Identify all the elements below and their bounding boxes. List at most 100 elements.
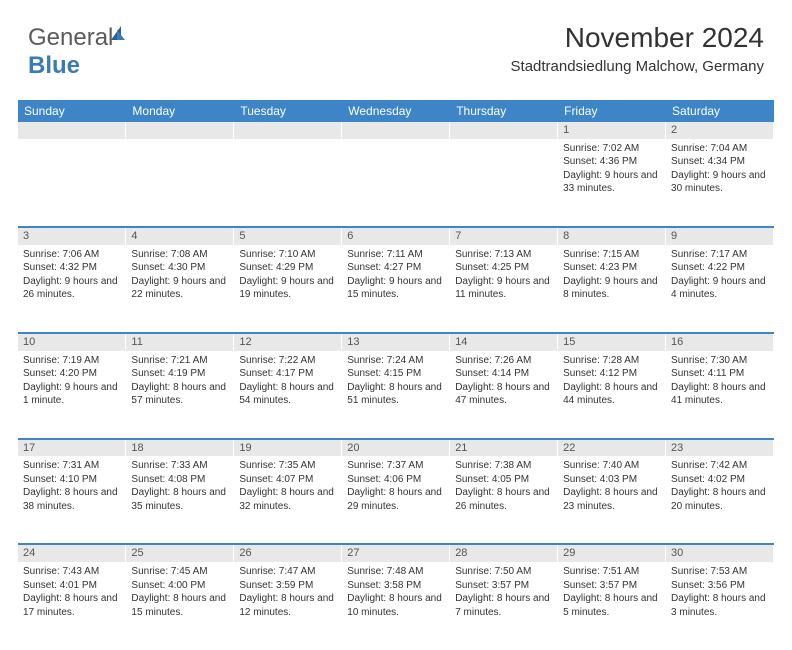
sun-info-line: Sunset: 4:06 PM [347,473,444,487]
day-cell: Sunrise: 7:17 AMSunset: 4:22 PMDaylight:… [666,245,774,333]
sun-info-line: Sunset: 4:05 PM [455,473,552,487]
day-number: 23 [666,439,774,457]
day-cell: Sunrise: 7:37 AMSunset: 4:06 PMDaylight:… [342,456,450,544]
sun-info-line: Daylight: 9 hours and 8 minutes. [563,275,660,302]
day-cell: Sunrise: 7:04 AMSunset: 4:34 PMDaylight:… [666,139,774,227]
sun-info-line: Sunrise: 7:04 AM [671,142,768,156]
logo-text-1: General [28,24,113,51]
sun-info-line: Sunrise: 7:35 AM [239,459,336,473]
page-title: November 2024 [511,22,764,54]
sun-info-line: Daylight: 9 hours and 4 minutes. [671,275,768,302]
logo-text-2: Blue [28,52,80,79]
sun-info-line: Sunrise: 7:13 AM [455,248,552,262]
col-friday: Friday [558,100,666,122]
day-cell: Sunrise: 7:50 AMSunset: 3:57 PMDaylight:… [450,562,558,650]
col-monday: Monday [126,100,234,122]
day-cell: Sunrise: 7:28 AMSunset: 4:12 PMDaylight:… [558,351,666,439]
day-content-row: Sunrise: 7:31 AMSunset: 4:10 PM Daylight:… [18,456,774,544]
sun-info-line: Sunrise: 7:43 AM [23,565,120,579]
sun-info-line: Daylight: 8 hours and 32 minutes. [239,486,336,513]
sun-info-line: Daylight: 9 hours and 19 minutes. [239,275,336,302]
day-cell: Sunrise: 7:26 AMSunset: 4:14 PMDaylight:… [450,351,558,439]
sun-info-line: Sunset: 4:22 PM [671,261,768,275]
sun-info-line: Sunrise: 7:19 AM [23,354,120,368]
sun-info-line: Sunrise: 7:30 AM [671,354,768,368]
day-number [126,122,234,139]
sun-info-line: Daylight: 9 hours and 1 minute. [23,381,120,408]
sun-info-line: Sunrise: 7:02 AM [563,142,660,156]
day-number: 27 [342,544,450,562]
sun-info-line: Daylight: 9 hours and 11 minutes. [455,275,552,302]
sun-info-line: Sunrise: 7:17 AM [671,248,768,262]
sun-info-line: Daylight: 8 hours and 57 minutes. [131,381,228,408]
sun-info-line: Daylight: 8 hours and 51 minutes. [347,381,444,408]
sun-info-line: Sunset: 4:12 PM [563,367,660,381]
sun-info-line: Sunrise: 7:06 AM [23,248,120,262]
sun-info-line: Sunrise: 7:37 AM [347,459,444,473]
sun-info-line: Daylight: 8 hours and 23 minutes. [563,486,660,513]
day-number: 24 [18,544,126,562]
col-sunday: Sunday [18,100,126,122]
day-number: 3 [18,227,126,245]
sun-info-line: Daylight: 9 hours and 33 minutes. [563,169,660,196]
sun-info-line: Sunrise: 7:15 AM [563,248,660,262]
sun-info-line: Sunrise: 7:26 AM [455,354,552,368]
sun-info-line: Daylight: 8 hours and 17 minutes. [23,592,120,619]
day-number: 18 [126,439,234,457]
location-label: Stadtrandsiedlung Malchow, Germany [511,58,764,75]
day-cell: Sunrise: 7:08 AMSunset: 4:30 PMDaylight:… [126,245,234,333]
day-number: 1 [558,122,666,139]
day-number: 26 [234,544,342,562]
sun-info-line: Daylight: 8 hours and 54 minutes. [239,381,336,408]
day-cell: Sunrise: 7:48 AMSunset: 3:58 PMDaylight:… [342,562,450,650]
day-number: 29 [558,544,666,562]
day-cell: Sunrise: 7:42 AMSunset: 4:02 PMDaylight:… [666,456,774,544]
day-cell: Sunrise: 7:38 AMSunset: 4:05 PMDaylight:… [450,456,558,544]
day-cell: Sunrise: 7:19 AMSunset: 4:20 PMDaylight:… [18,351,126,439]
day-cell: Sunrise: 7:47 AMSunset: 3:59 PMDaylight:… [234,562,342,650]
sun-info-line: Sunrise: 7:22 AM [239,354,336,368]
sun-info-line: Daylight: 8 hours and 10 minutes. [347,592,444,619]
logo: General Blue [28,24,125,80]
day-number: 25 [126,544,234,562]
day-cell: Sunrise: 7:22 AMSunset: 4:17 PMDaylight:… [234,351,342,439]
day-number: 22 [558,439,666,457]
day-content-row: Sunrise: 7:43 AMSunset: 4:01 PMDaylight:… [18,562,774,650]
day-number: 15 [558,333,666,351]
sun-info-line: Sunset: 4:10 PM [23,473,120,487]
sun-info-line: Sunrise: 7:31 AM [23,459,120,473]
day-cell: Sunrise: 7:02 AMSunset: 4:36 PMDaylight:… [558,139,666,227]
day-number: 14 [450,333,558,351]
sun-info-line: Sunrise: 7:51 AM [563,565,660,579]
day-cell: Sunrise: 7:45 AMSunset: 4:00 PMDaylight:… [126,562,234,650]
day-cell: Sunrise: 7:15 AMSunset: 4:23 PMDaylight:… [558,245,666,333]
sun-info-line: Daylight: 9 hours and 15 minutes. [347,275,444,302]
sun-info-line: Sunrise: 7:48 AM [347,565,444,579]
sun-info-line: Daylight: 8 hours and 29 minutes. [347,486,444,513]
sun-info-line: Sunset: 3:58 PM [347,579,444,593]
sun-info-line: Sunrise: 7:47 AM [239,565,336,579]
sun-info-line: Sunset: 4:08 PM [131,473,228,487]
sun-info-line: Sunset: 4:32 PM [23,261,120,275]
sun-info-line: Sunset: 3:59 PM [239,579,336,593]
day-number: 4 [126,227,234,245]
day-cell: Sunrise: 7:43 AMSunset: 4:01 PMDaylight:… [18,562,126,650]
sun-info-line: Sunrise: 7:24 AM [347,354,444,368]
sun-info-line: Sunrise: 7:28 AM [563,354,660,368]
sun-info-line: Sunset: 4:07 PM [239,473,336,487]
day-number: 21 [450,439,558,457]
day-content-row: Sunrise: 7:02 AMSunset: 4:36 PMDaylight:… [18,139,774,227]
day-number: 16 [666,333,774,351]
daynum-row: 17181920212223 [18,439,774,457]
logo-triangle2-icon [117,30,125,40]
day-cell: Sunrise: 7:30 AMSunset: 4:11 PMDaylight:… [666,351,774,439]
sun-info-line: Sunrise: 7:10 AM [239,248,336,262]
calendar-table: Sunday Monday Tuesday Wednesday Thursday… [18,100,774,650]
day-cell: Sunrise: 7:13 AMSunset: 4:25 PMDaylight:… [450,245,558,333]
sun-info-line: Sunrise: 7:38 AM [455,459,552,473]
day-cell [450,139,558,227]
sun-info-line: Daylight: 8 hours and 35 minutes. [131,486,228,513]
col-thursday: Thursday [450,100,558,122]
sun-info-line: Sunset: 4:17 PM [239,367,336,381]
sun-info-line: Sunset: 4:19 PM [131,367,228,381]
